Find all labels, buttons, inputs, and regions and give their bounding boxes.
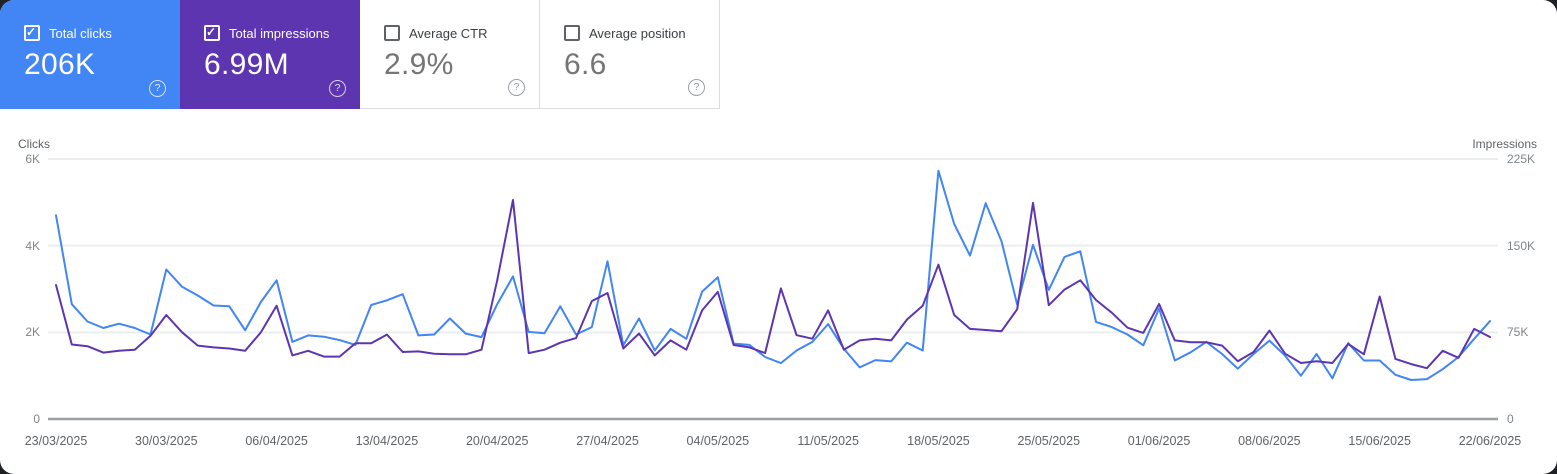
date-label: 11/05/2025	[797, 434, 859, 448]
help-icon[interactable]: ?	[329, 80, 346, 97]
date-label: 22/06/2025	[1458, 434, 1522, 448]
card-average-ctr[interactable]: Average CTR 2.9% ?	[360, 0, 540, 109]
left-axis-title: Clicks	[18, 137, 50, 151]
x-axis-date-labels: 23/03/2025 30/03/2025 06/04/2025 13/04/2025…	[0, 434, 1557, 450]
date-label: 27/04/2025	[576, 434, 639, 448]
average-ctr-value: 2.9%	[384, 48, 454, 81]
card-label: Average position	[589, 25, 686, 41]
date-label: 30/03/2025	[135, 434, 198, 448]
checkbox-unchecked-icon[interactable]	[384, 25, 400, 41]
total-impressions-line	[55, 199, 1491, 370]
right-axis-title: Impressions	[1472, 137, 1537, 151]
date-label: 04/05/2025	[686, 434, 750, 448]
checkbox-checked-icon[interactable]	[204, 25, 220, 41]
date-label: 15/06/2025	[1348, 434, 1411, 448]
axis-tick-label: 0	[33, 412, 40, 426]
card-total-impressions[interactable]: Total impressions 6.99M ?	[180, 0, 360, 109]
metric-cards-row: Total clicks 206K ? Total impressions 6.…	[0, 0, 720, 109]
axis-tick-label: 6K	[25, 152, 40, 166]
date-label: 20/04/2025	[465, 434, 529, 448]
help-icon[interactable]: ?	[508, 79, 525, 96]
checkbox-unchecked-icon[interactable]	[564, 25, 580, 41]
axis-tick-label: 150K	[1507, 238, 1536, 253]
axis-tick-label: 4K	[25, 238, 40, 253]
axis-tick-label: 225K	[1507, 152, 1536, 166]
help-icon[interactable]: ?	[688, 79, 705, 96]
total-impressions-value: 6.99M	[204, 48, 289, 81]
help-icon[interactable]: ?	[149, 80, 166, 97]
total-clicks-line	[55, 169, 1491, 381]
date-label: 13/04/2025	[355, 434, 419, 448]
date-label: 23/03/2025	[24, 434, 88, 448]
date-label: 18/05/2025	[907, 434, 970, 448]
card-total-clicks[interactable]: Total clicks 206K ?	[0, 0, 180, 109]
date-label: 01/06/2025	[1127, 434, 1191, 448]
checkbox-checked-icon[interactable]	[24, 25, 40, 41]
date-label: 06/04/2025	[245, 434, 308, 448]
axis-tick-label: 0	[1507, 412, 1514, 426]
date-label: 08/06/2025	[1238, 434, 1301, 448]
total-clicks-value: 206K	[24, 48, 96, 81]
card-average-position[interactable]: Average position 6.6 ?	[540, 0, 720, 109]
date-label: 25/05/2025	[1017, 434, 1081, 448]
card-label: Total impressions	[229, 25, 330, 41]
average-position-value: 6.6	[564, 48, 607, 81]
card-label: Total clicks	[49, 25, 112, 41]
axis-tick-label: 2K	[25, 325, 40, 340]
card-label: Average CTR	[409, 25, 488, 41]
axis-tick-label: 75K	[1507, 325, 1529, 340]
